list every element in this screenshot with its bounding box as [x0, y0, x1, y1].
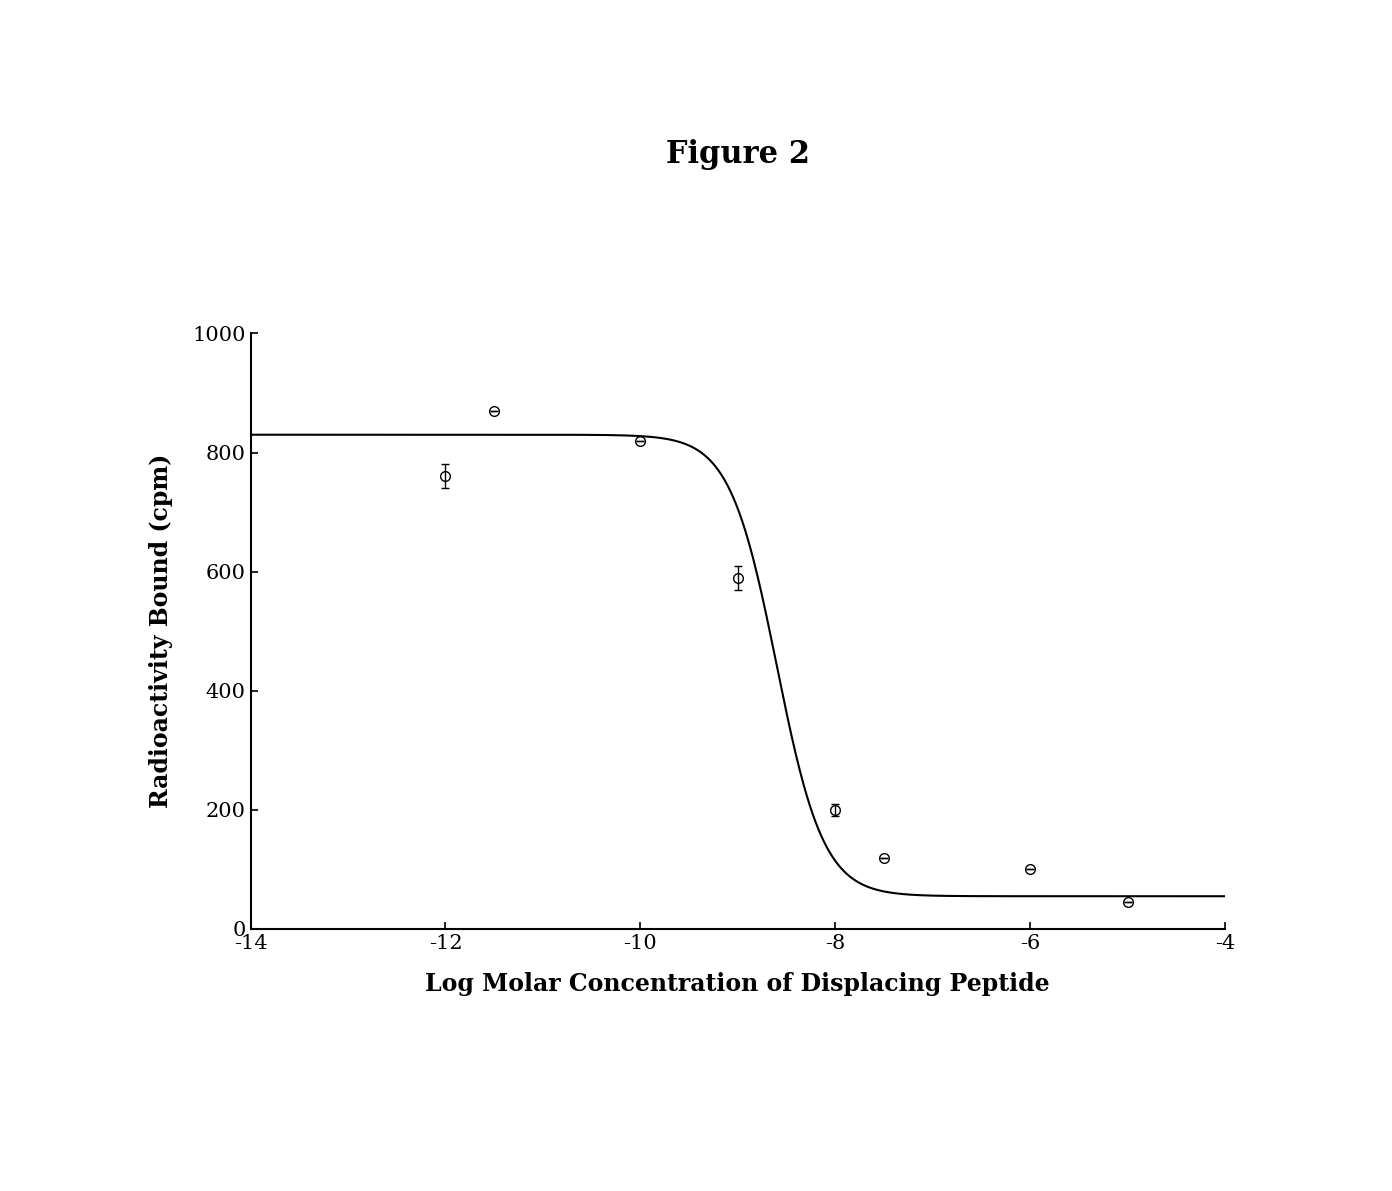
Y-axis label: Radioactivity Bound (cpm): Radioactivity Bound (cpm)	[149, 454, 173, 809]
Text: Figure 2: Figure 2	[665, 139, 810, 170]
X-axis label: Log Molar Concentration of Displacing Peptide: Log Molar Concentration of Displacing Pe…	[426, 972, 1050, 997]
